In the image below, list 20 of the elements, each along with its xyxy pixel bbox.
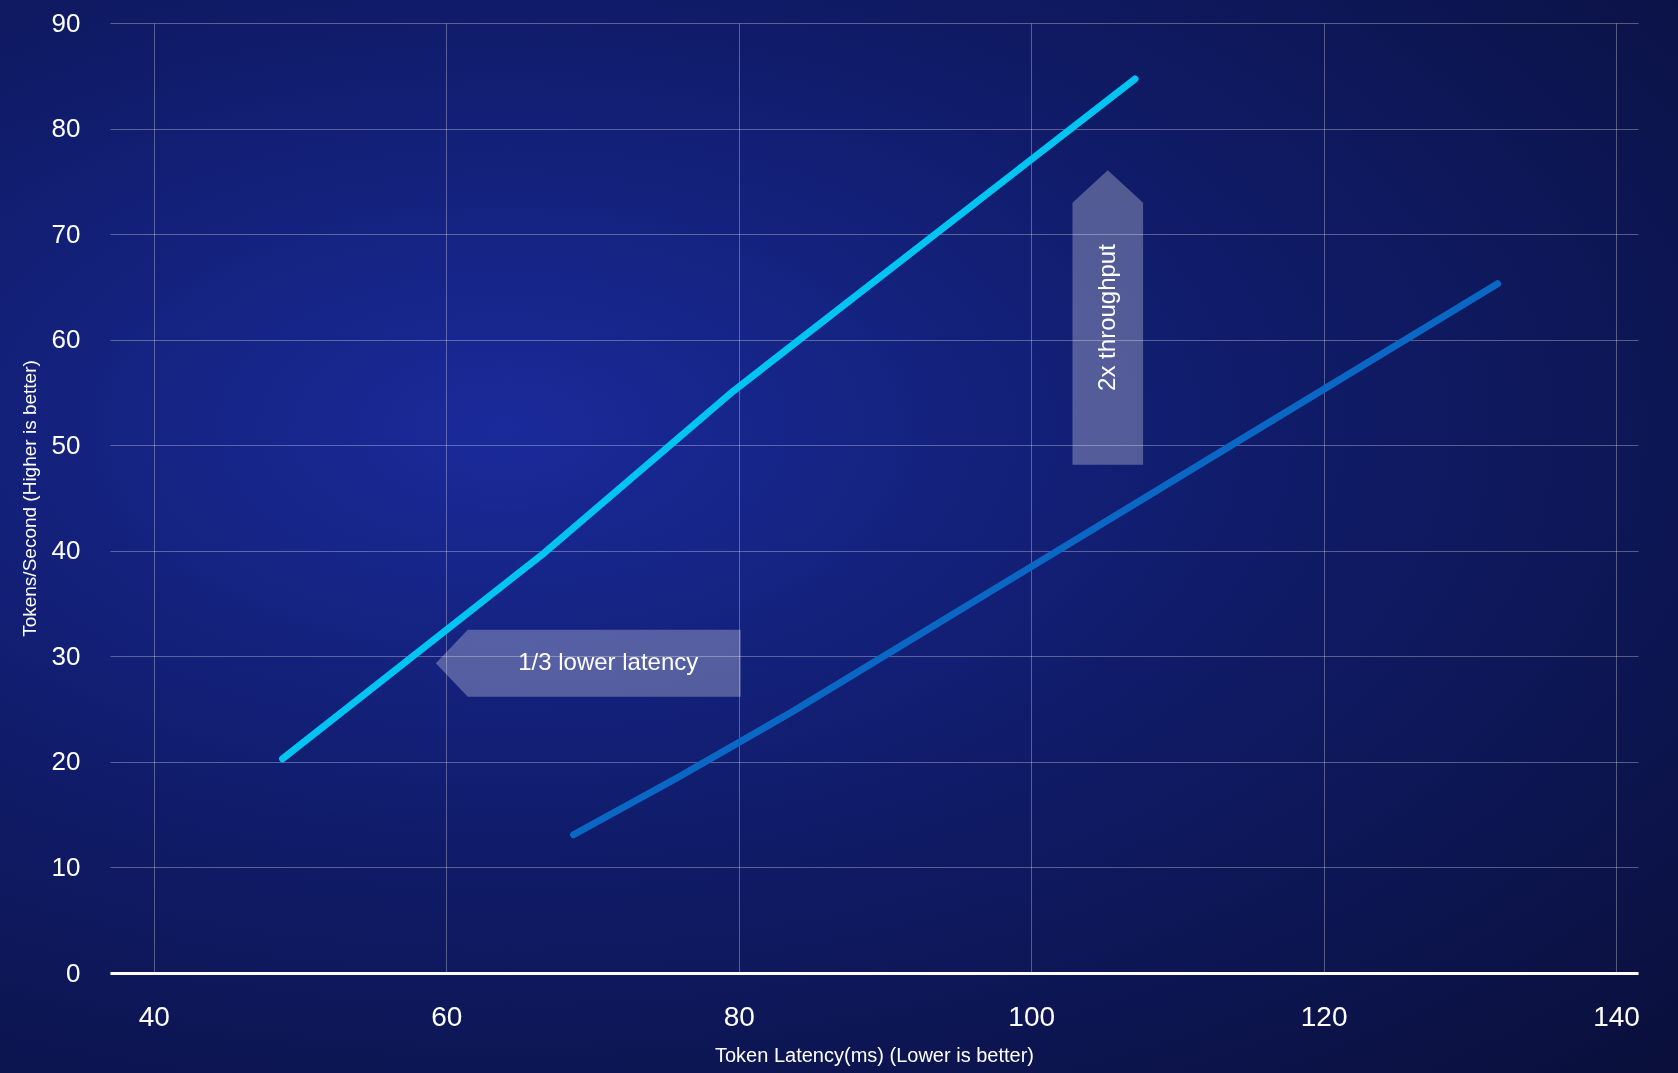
x-tick-label: 60 [431, 1000, 463, 1032]
y-tick-label: 70 [51, 218, 81, 249]
y-tick-label: 10 [51, 851, 81, 882]
x-tick-label: 100 [1008, 1000, 1056, 1032]
y-tick-label: 80 [51, 113, 81, 144]
x-tick-label: 140 [1593, 1000, 1640, 1032]
y-tick-label: 0 [66, 957, 81, 988]
y-tick-label: 90 [51, 7, 81, 38]
y-tick-label: 40 [51, 535, 81, 566]
x-axis-title: Token Latency(ms) (Lower is better) [714, 1043, 1035, 1066]
x-tick-label: 120 [1300, 1000, 1348, 1032]
y-tick-label: 50 [51, 429, 81, 460]
x-tick-label: 80 [723, 1000, 755, 1032]
y-tick-label: 30 [51, 640, 81, 671]
y-tick-label: 60 [51, 324, 81, 355]
y-tick-label: 20 [51, 746, 81, 777]
x-tick-label: 40 [138, 1000, 170, 1032]
annotation: 1/3 lower latency [518, 648, 699, 676]
y-axis-title: Tokens/Second (Higher is better) [18, 360, 40, 637]
annotation: 2x throughput [1092, 243, 1120, 391]
